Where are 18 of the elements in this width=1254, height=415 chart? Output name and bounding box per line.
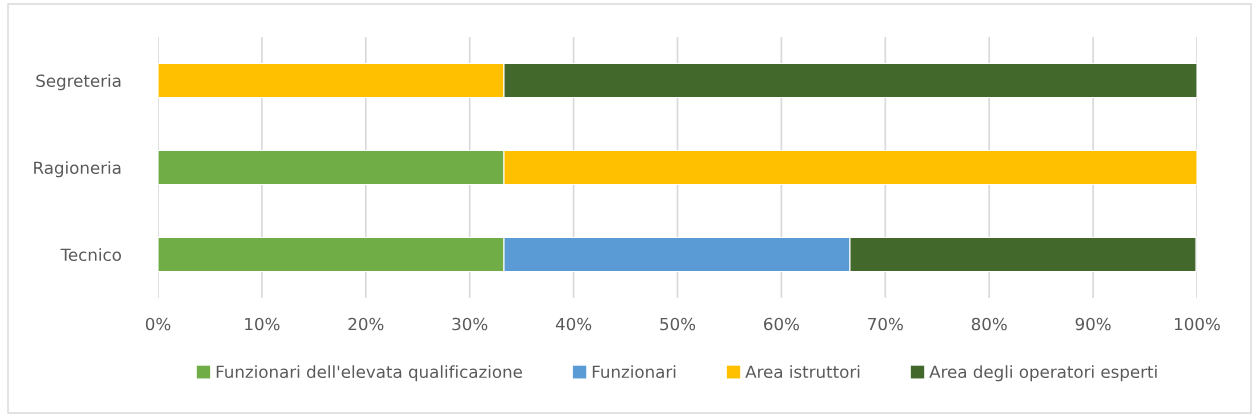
x-tick-label: 70% — [868, 317, 903, 331]
y-tick-label: Segreteria — [36, 74, 121, 91]
x-tick-label: 40% — [555, 317, 592, 331]
x-tick-label: 30% — [452, 317, 488, 331]
y-tick-label: Tecnico — [60, 248, 121, 262]
x-tick-label: 10% — [245, 317, 280, 331]
legend-label: Area degli operatori esperti — [929, 365, 1157, 382]
legend-label: Funzionari — [592, 365, 676, 379]
x-tick-label: 90% — [1075, 317, 1111, 331]
x-tick-label: 0% — [145, 317, 171, 331]
x-tick-label: 100% — [1175, 317, 1220, 331]
x-tick-label: 50% — [660, 317, 696, 331]
legend-label: Area istruttori — [745, 365, 860, 379]
x-tick-label: 60% — [764, 317, 799, 331]
x-tick-label: 20% — [348, 317, 384, 331]
x-tick-label: 80% — [971, 317, 1007, 331]
y-tick-label: Ragioneria — [34, 161, 121, 178]
legend-label: Funzionari dell'elevata qualificazione — [216, 365, 523, 382]
